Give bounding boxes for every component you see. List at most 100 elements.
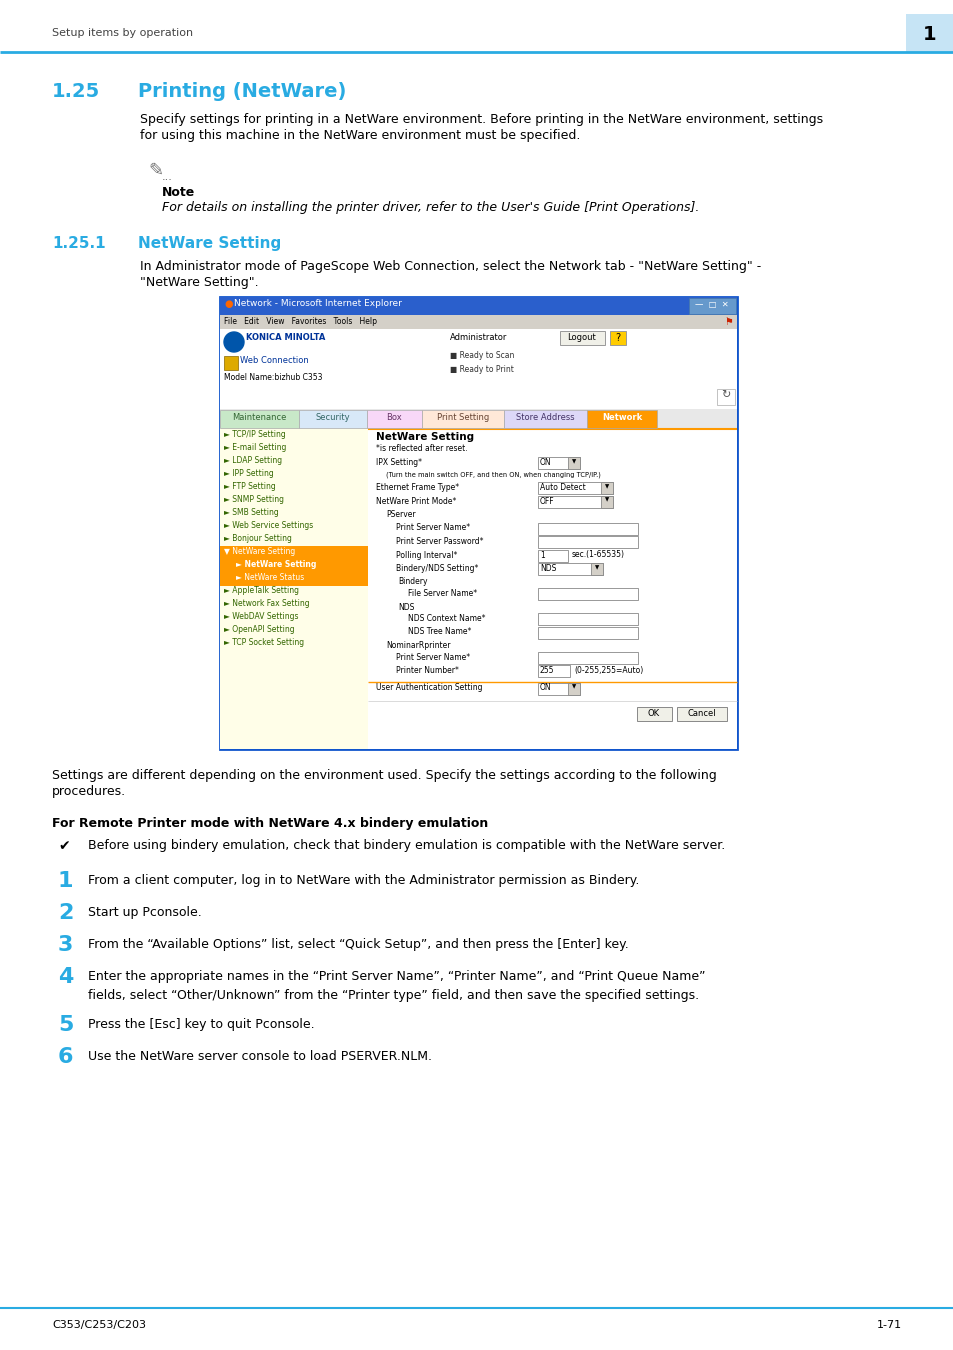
Text: ▼: ▼ <box>571 459 576 464</box>
Text: For details on installing the printer driver, refer to the User's Guide [Print O: For details on installing the printer dr… <box>162 201 699 215</box>
Text: From the “Available Options” list, select “Quick Setup”, and then press the [Ent: From the “Available Options” list, selec… <box>88 938 628 950</box>
Text: Print Server Name*: Print Server Name* <box>395 652 470 662</box>
Text: File Server Name*: File Server Name* <box>408 589 476 598</box>
Text: 6: 6 <box>58 1048 73 1067</box>
Text: ON: ON <box>539 683 551 693</box>
Text: "NetWare Setting".: "NetWare Setting". <box>140 275 258 289</box>
Text: OFF: OFF <box>539 497 554 505</box>
Text: Web Connection: Web Connection <box>240 356 309 365</box>
Text: Model Name:bizhub C353: Model Name:bizhub C353 <box>224 373 322 382</box>
FancyBboxPatch shape <box>220 329 737 409</box>
Text: ▼: ▼ <box>604 485 608 489</box>
Text: ► IPP Setting: ► IPP Setting <box>224 468 274 478</box>
FancyBboxPatch shape <box>503 410 586 428</box>
Text: ON: ON <box>539 458 551 467</box>
Text: ► FTP Setting: ► FTP Setting <box>224 482 275 491</box>
Text: (Turn the main switch OFF, and then ON, when changing TCP/IP.): (Turn the main switch OFF, and then ON, … <box>386 471 600 478</box>
Text: Auto Detect: Auto Detect <box>539 483 585 491</box>
Text: PServer: PServer <box>386 510 416 518</box>
Text: Setup items by operation: Setup items by operation <box>52 28 193 38</box>
FancyBboxPatch shape <box>298 410 367 428</box>
Text: Logout: Logout <box>567 333 596 342</box>
FancyBboxPatch shape <box>537 589 638 599</box>
FancyBboxPatch shape <box>537 522 638 535</box>
Text: ...: ... <box>162 171 172 182</box>
Text: KONICA MINOLTA: KONICA MINOLTA <box>246 333 325 342</box>
Text: for using this machine in the NetWare environment must be specified.: for using this machine in the NetWare en… <box>140 130 579 142</box>
Text: ► AppleTalk Setting: ► AppleTalk Setting <box>224 586 298 595</box>
Text: Specify settings for printing in a NetWare environment. Before printing in the N: Specify settings for printing in a NetWa… <box>140 113 822 126</box>
Text: ► TCP Socket Setting: ► TCP Socket Setting <box>224 639 304 647</box>
Text: ► LDAP Setting: ► LDAP Setting <box>224 456 282 464</box>
Text: Bindery/NDS Setting*: Bindery/NDS Setting* <box>395 564 477 572</box>
Text: 1: 1 <box>58 871 73 891</box>
Text: Settings are different depending on the environment used. Specify the settings a: Settings are different depending on the … <box>52 769 716 782</box>
Text: ↻: ↻ <box>720 390 730 400</box>
Text: NDS: NDS <box>397 602 414 612</box>
Text: Cancel: Cancel <box>687 709 716 718</box>
FancyBboxPatch shape <box>537 666 569 676</box>
FancyBboxPatch shape <box>586 410 657 428</box>
Text: ■ Ready to Print: ■ Ready to Print <box>450 364 514 374</box>
Text: NetWare Setting: NetWare Setting <box>138 236 281 251</box>
FancyBboxPatch shape <box>567 458 579 468</box>
Text: ► Bonjour Setting: ► Bonjour Setting <box>224 535 292 543</box>
FancyBboxPatch shape <box>368 428 737 749</box>
FancyBboxPatch shape <box>537 626 638 639</box>
Text: ► TCP/IP Setting: ► TCP/IP Setting <box>224 431 286 439</box>
Text: ⚑: ⚑ <box>724 317 733 327</box>
FancyBboxPatch shape <box>677 707 726 721</box>
FancyBboxPatch shape <box>220 572 368 586</box>
FancyBboxPatch shape <box>609 331 625 346</box>
FancyBboxPatch shape <box>220 315 737 329</box>
Text: Printer Number*: Printer Number* <box>395 666 458 675</box>
Text: Ethernet Frame Type*: Ethernet Frame Type* <box>375 483 458 491</box>
Text: Polling Interval*: Polling Interval* <box>395 551 456 559</box>
FancyBboxPatch shape <box>220 297 737 315</box>
Text: 1-71: 1-71 <box>876 1320 901 1330</box>
Text: *is reflected after reset.: *is reflected after reset. <box>375 444 467 454</box>
Text: ► Network Fax Setting: ► Network Fax Setting <box>224 599 310 608</box>
Text: ▼ NetWare Setting: ▼ NetWare Setting <box>224 547 294 556</box>
FancyBboxPatch shape <box>637 707 671 721</box>
Text: 1: 1 <box>923 24 936 43</box>
Text: 1.25: 1.25 <box>52 82 100 101</box>
Text: NominarRprinter: NominarRprinter <box>386 641 450 649</box>
FancyBboxPatch shape <box>421 410 503 428</box>
Text: Print Server Name*: Print Server Name* <box>395 524 470 532</box>
FancyBboxPatch shape <box>590 563 602 575</box>
Text: 2: 2 <box>58 903 73 923</box>
FancyBboxPatch shape <box>220 545 368 560</box>
Text: ► E-mail Setting: ► E-mail Setting <box>224 443 286 452</box>
FancyBboxPatch shape <box>688 298 735 315</box>
FancyBboxPatch shape <box>537 458 579 468</box>
Text: Before using bindery emulation, check that bindery emulation is compatible with : Before using bindery emulation, check th… <box>88 838 724 852</box>
Text: ■ Ready to Scan: ■ Ready to Scan <box>450 351 514 360</box>
Text: Box: Box <box>386 413 402 423</box>
FancyBboxPatch shape <box>220 410 298 428</box>
Text: ► SNMP Setting: ► SNMP Setting <box>224 495 284 504</box>
Text: ▼: ▼ <box>604 498 608 502</box>
FancyBboxPatch shape <box>600 495 613 508</box>
Text: ► Web Service Settings: ► Web Service Settings <box>224 521 313 531</box>
Text: For Remote Printer mode with NetWare 4.x bindery emulation: For Remote Printer mode with NetWare 4.x… <box>52 817 488 830</box>
Text: ► SMB Setting: ► SMB Setting <box>224 508 278 517</box>
Text: ▼: ▼ <box>595 566 598 570</box>
FancyBboxPatch shape <box>537 683 579 694</box>
FancyBboxPatch shape <box>537 482 613 494</box>
Text: Network: Network <box>601 413 641 423</box>
Text: Print Server Password*: Print Server Password* <box>395 537 483 545</box>
Text: 255: 255 <box>539 666 554 675</box>
FancyBboxPatch shape <box>717 389 734 405</box>
Text: NDS Tree Name*: NDS Tree Name* <box>408 628 471 636</box>
Text: Note: Note <box>162 186 195 198</box>
Text: ✔: ✔ <box>58 838 70 853</box>
FancyBboxPatch shape <box>222 331 352 352</box>
Text: C353/C253/C203: C353/C253/C203 <box>52 1320 146 1330</box>
Text: ► NetWare Status: ► NetWare Status <box>235 572 304 582</box>
Text: IPX Setting*: IPX Setting* <box>375 458 421 467</box>
Text: procedures.: procedures. <box>52 784 126 798</box>
Text: ●: ● <box>224 298 233 309</box>
Text: Store Address: Store Address <box>516 413 575 423</box>
FancyBboxPatch shape <box>220 409 737 428</box>
